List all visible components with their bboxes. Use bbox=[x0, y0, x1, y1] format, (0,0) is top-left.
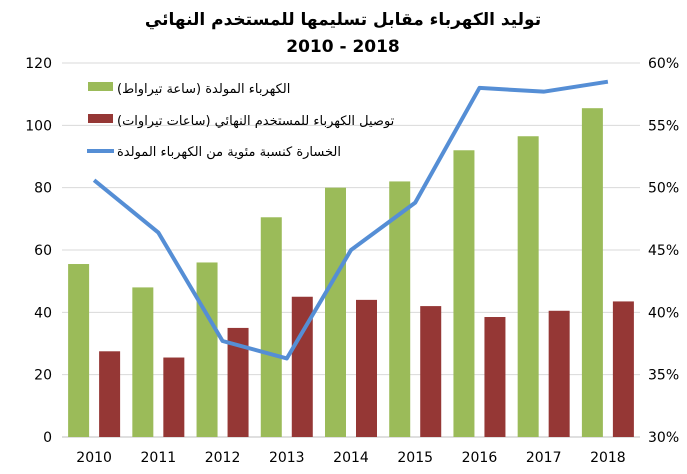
y2-tick-label: 55% bbox=[648, 118, 679, 134]
bar-generated bbox=[581, 108, 603, 438]
legend-label: توصيل الكهرباء للمستخدم النهائي (ساعات ت… bbox=[117, 114, 395, 129]
x-tick-label: 2013 bbox=[269, 450, 305, 466]
legend-swatch bbox=[88, 82, 113, 91]
bar-delivered bbox=[227, 327, 249, 437]
bar-delivered bbox=[163, 357, 185, 437]
chart-title: توليد الكهرباء مقابل تسليمها للمستخدم ال… bbox=[145, 10, 541, 30]
chart-subtitle: 2010 - 2018 bbox=[286, 37, 400, 57]
bar-delivered bbox=[291, 296, 313, 437]
bar-generated bbox=[132, 287, 154, 437]
x-tick-label: 2015 bbox=[397, 450, 433, 466]
y2-tick-label: 50% bbox=[648, 181, 679, 197]
x-tick-label: 2016 bbox=[462, 450, 498, 466]
x-tick-label: 2011 bbox=[141, 450, 177, 466]
y-tick-label: 60 bbox=[34, 243, 52, 259]
y2-tick-label: 45% bbox=[648, 243, 679, 259]
x-tick-label: 2012 bbox=[205, 450, 241, 466]
x-tick-label: 2018 bbox=[590, 450, 626, 466]
y2-tick-label: 40% bbox=[648, 305, 679, 321]
y2-tick-label: 35% bbox=[648, 368, 679, 384]
legend-swatch bbox=[88, 114, 113, 123]
bar-delivered bbox=[356, 299, 377, 437]
bar-delivered bbox=[548, 310, 570, 437]
bar-generated bbox=[325, 187, 346, 437]
bar-generated bbox=[517, 136, 539, 437]
bar-delivered bbox=[99, 351, 121, 437]
legend-label: الخسارة كنسبة مئوية من الكهرباء المولدة bbox=[117, 145, 341, 160]
bar-delivered bbox=[612, 301, 634, 437]
bar-generated bbox=[196, 262, 218, 437]
bar-generated bbox=[68, 264, 90, 437]
legend-label: الكهرباء المولدة (ساعة تيراواط) bbox=[117, 82, 290, 97]
y2-tick-label: 60% bbox=[648, 56, 679, 72]
bar-generated bbox=[389, 181, 411, 437]
x-tick-label: 2017 bbox=[526, 450, 562, 466]
y-tick-label: 40 bbox=[34, 305, 52, 321]
y-tick-label: 80 bbox=[34, 181, 52, 197]
y-tick-label: 20 bbox=[34, 368, 52, 384]
bar-generated bbox=[453, 150, 475, 437]
y-tick-label: 120 bbox=[25, 56, 52, 72]
y2-tick-label: 30% bbox=[648, 430, 679, 446]
y-tick-label: 100 bbox=[25, 118, 52, 134]
bar-delivered bbox=[420, 306, 442, 437]
x-tick-label: 2014 bbox=[333, 450, 369, 466]
bar-delivered bbox=[484, 317, 506, 437]
y-tick-label: 0 bbox=[43, 430, 52, 446]
x-tick-label: 2010 bbox=[76, 450, 112, 466]
bar-generated bbox=[260, 217, 282, 437]
